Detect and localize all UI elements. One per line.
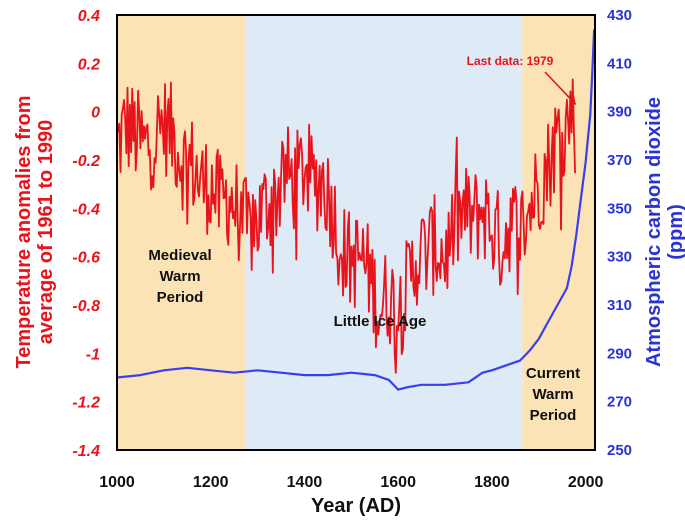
axis-labels: Medieval Warm Period Little Ice Age Current W… — [13, 54, 685, 517]
y-left-tick-label: -0.6 — [72, 250, 100, 267]
y-right-tick-label: 370 — [607, 152, 632, 169]
x-tick-label: 1800 — [474, 474, 510, 491]
period-label-medieval: Warm — [159, 268, 200, 285]
y-right-tick-label: 250 — [607, 442, 632, 459]
y-left-tick-label: 0 — [91, 105, 100, 122]
y-right-tick-label: 430 — [607, 7, 632, 24]
plot-frame — [116, 14, 596, 451]
x-tick-label: 1600 — [380, 474, 416, 491]
temperature-series-line — [116, 78, 576, 374]
x-tick-label: 2000 — [568, 474, 604, 491]
y-left-tick-label: 0.2 — [78, 56, 100, 73]
period-band-2 — [245, 15, 523, 450]
y-right-tick-label: 350 — [607, 200, 632, 217]
period-label-medieval: Medieval — [148, 247, 211, 264]
y-right-tick-label: 330 — [607, 249, 632, 266]
y-right-tick-label: 310 — [607, 297, 632, 314]
period-label-little-ice-age: Little Ice Age — [334, 313, 427, 330]
period-label-medieval: Period — [157, 289, 204, 306]
y-right-tick-label: 390 — [607, 104, 632, 121]
period-label-current: Warm — [532, 386, 573, 403]
period-label-current: Period — [530, 407, 577, 424]
y-left-axis-title: Temperature anomalies from average of 196… — [13, 95, 57, 368]
y-left-tick-label: -1.2 — [72, 395, 100, 412]
y-right-axis-title: Atmospheric carbon dioxide (ppm) — [643, 97, 685, 367]
period-band-1 — [117, 15, 246, 450]
x-tick-label: 1200 — [193, 474, 229, 491]
period-band-3 — [522, 15, 595, 450]
axis-ticks: 0.4 0.2 0 -0.2 -0.4 -0.6 -0.8 -1 -1.2 -1.4 430 410 3… — [72, 7, 632, 491]
plot-area — [116, 29, 596, 391]
x-tick-label: 1400 — [287, 474, 323, 491]
y-right-axis-title-line: Atmospheric carbon dioxide — [643, 97, 665, 367]
co2-series-line — [116, 29, 596, 391]
annotation-last-data: Last data: 1979 — [467, 54, 554, 68]
y-right-tick-label: 290 — [607, 345, 632, 362]
y-left-tick-label: -1 — [86, 346, 100, 363]
x-tick-label: 1000 — [99, 474, 135, 491]
x-axis-title: Year (AD) — [311, 495, 401, 517]
y-right-tick-label: 410 — [607, 55, 632, 72]
period-label-current: Current — [526, 365, 580, 382]
y-left-tick-label: 0.4 — [78, 8, 100, 25]
y-right-tick-label: 270 — [607, 394, 632, 411]
y-left-tick-label: -0.2 — [72, 153, 100, 170]
y-left-axis-title-line: Temperature anomalies from — [13, 95, 35, 368]
annotation-arrowhead — [566, 94, 576, 105]
y-right-axis-title-line: (ppm) — [665, 204, 685, 260]
y-left-tick-label: -0.8 — [72, 298, 100, 315]
y-left-axis-title-line: average of 1961 to 1990 — [35, 120, 57, 345]
y-left-tick-label: -0.4 — [72, 201, 100, 218]
y-left-tick-label: -1.4 — [72, 443, 100, 460]
